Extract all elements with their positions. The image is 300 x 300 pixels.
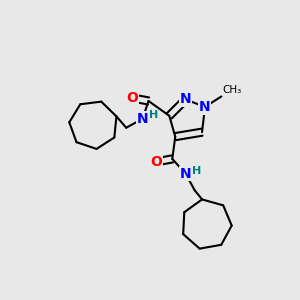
- Text: O: O: [126, 91, 138, 105]
- Text: H: H: [192, 167, 202, 176]
- Text: O: O: [150, 155, 162, 169]
- Text: N: N: [180, 92, 191, 106]
- Text: CH₃: CH₃: [223, 85, 242, 95]
- Text: N: N: [199, 100, 211, 114]
- Text: N: N: [180, 167, 191, 181]
- Text: N: N: [137, 112, 148, 126]
- Text: H: H: [149, 110, 158, 120]
